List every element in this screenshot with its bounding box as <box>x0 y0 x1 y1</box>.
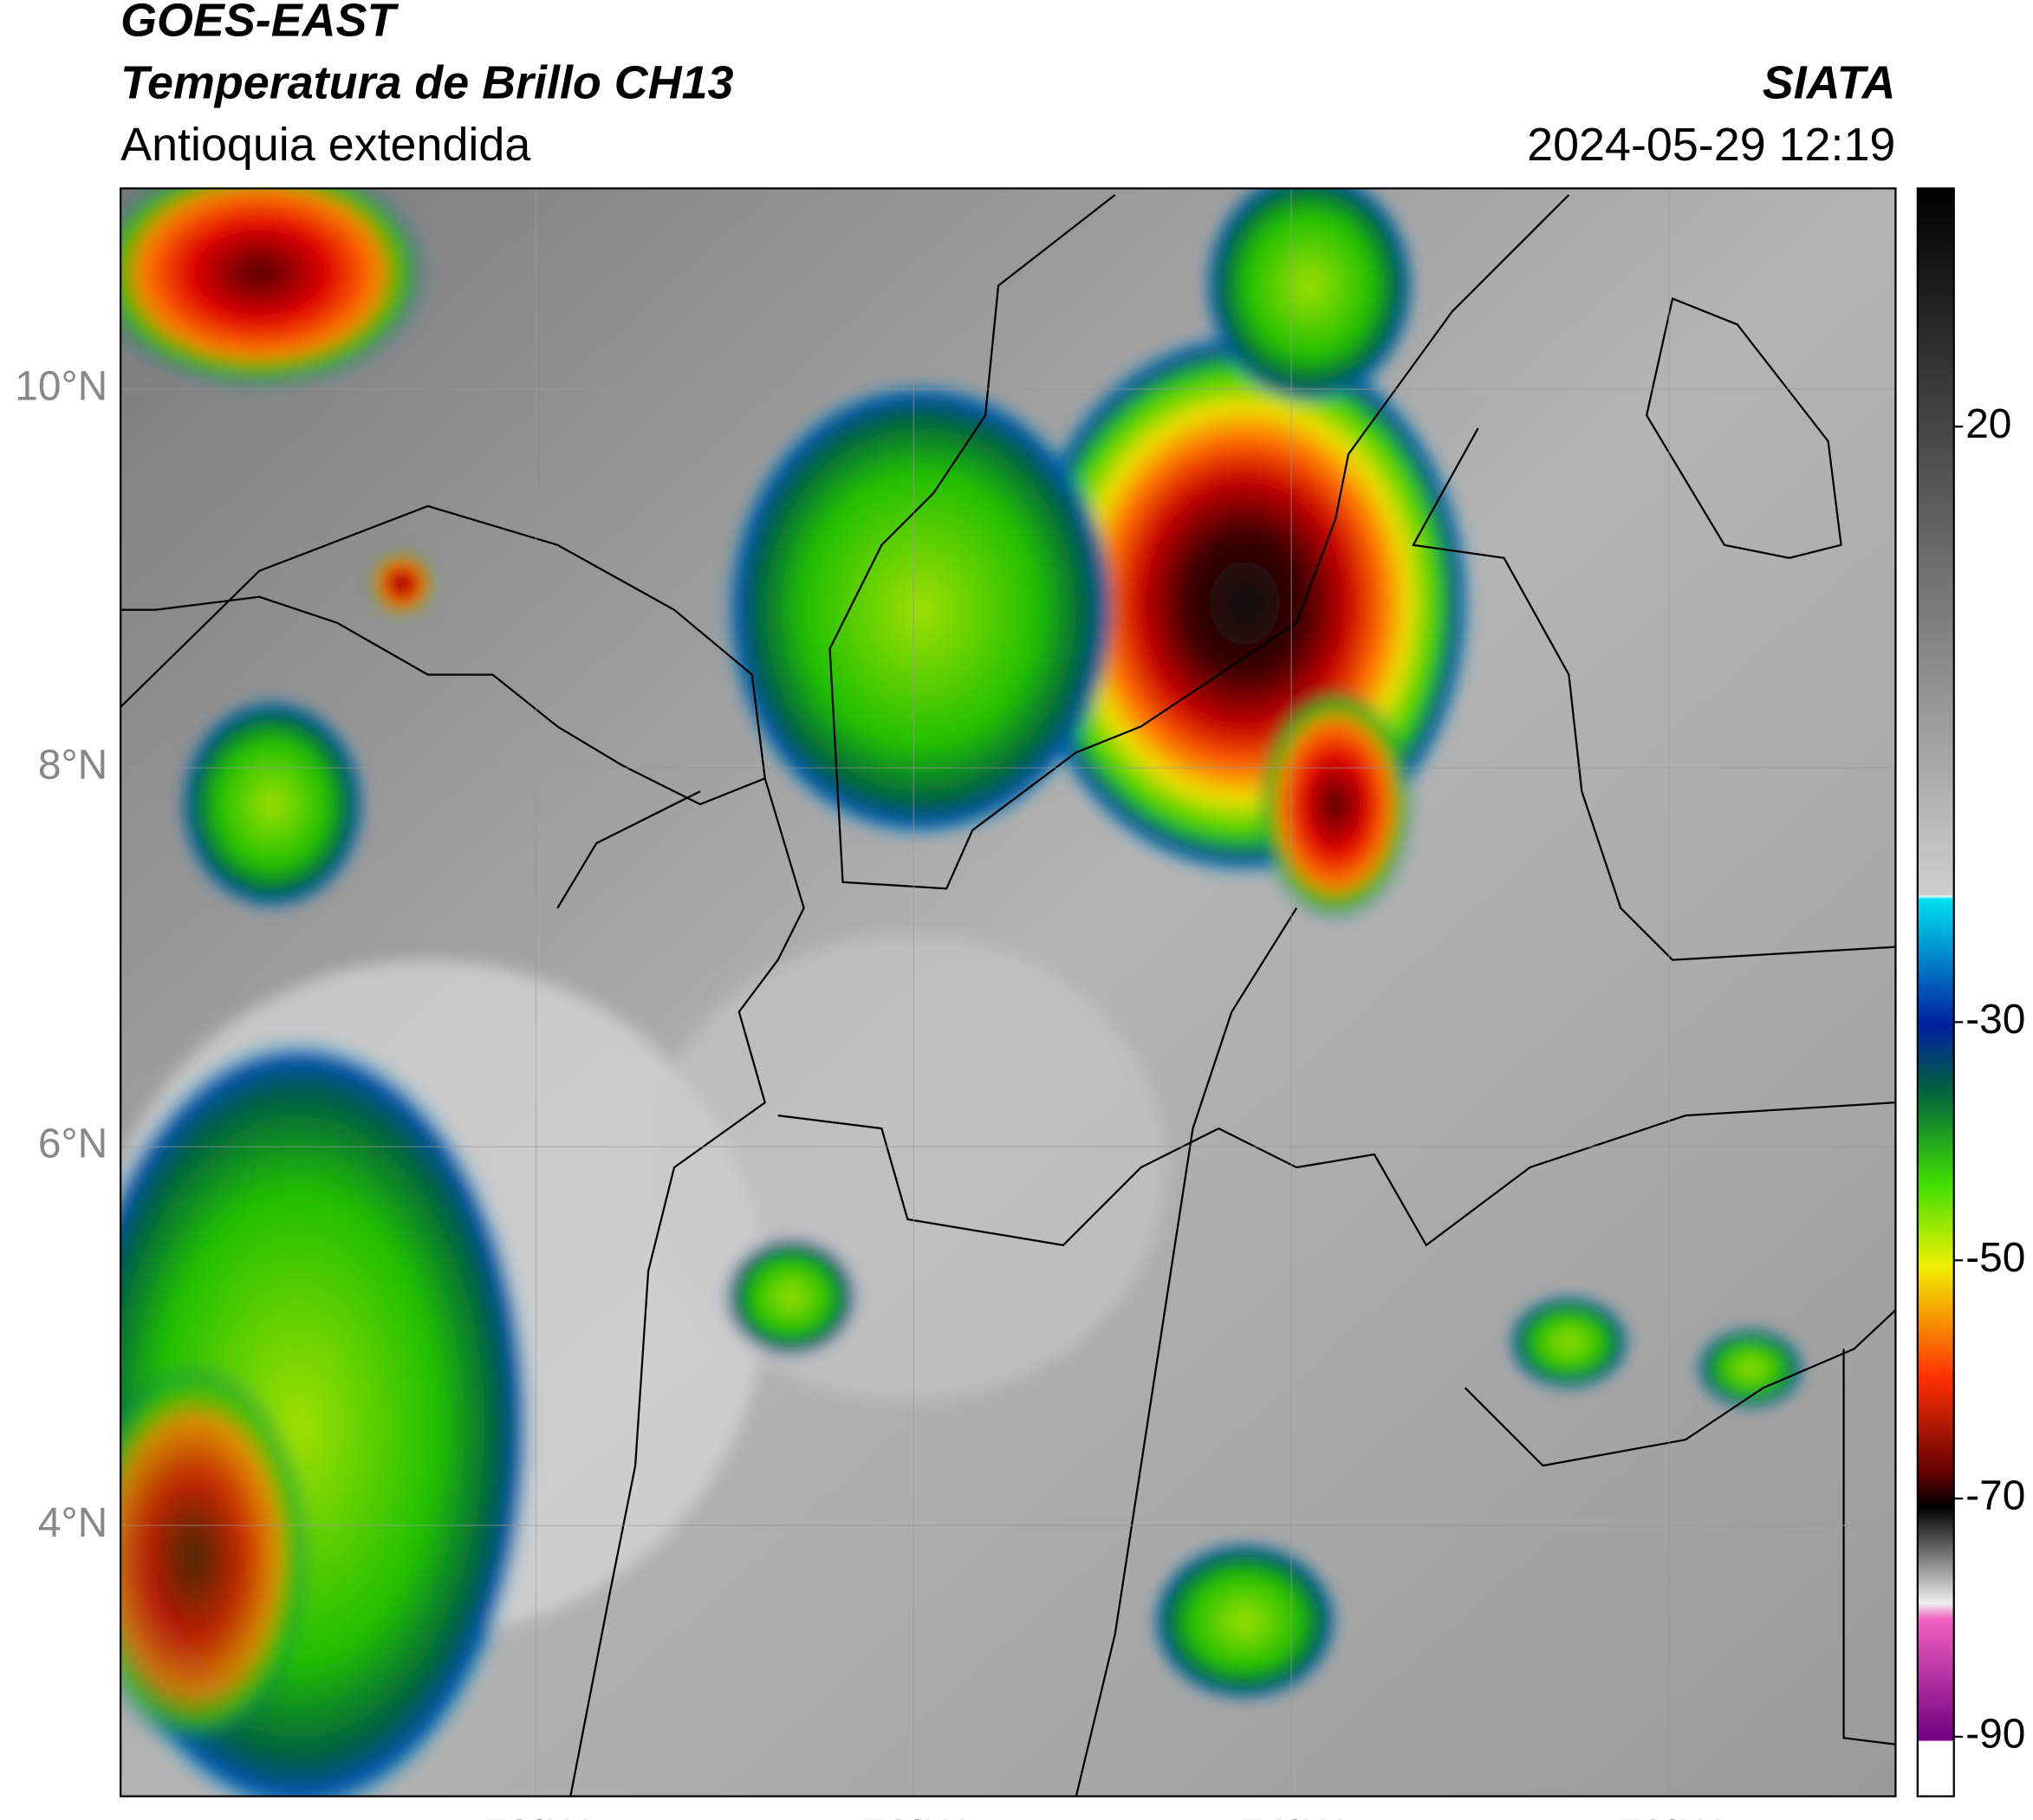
coastline <box>569 777 805 1797</box>
coastline <box>1645 297 1842 559</box>
border <box>1464 1309 1896 1467</box>
datetime: 2024-05-29 12:19 <box>1527 119 1895 171</box>
border <box>828 193 1570 890</box>
cloud <box>648 933 1167 1401</box>
x-tick-label: 74°W <box>1240 1812 1342 1820</box>
storm <box>1257 687 1413 921</box>
source: SIATA <box>1763 56 1896 108</box>
storm <box>120 1362 312 1752</box>
graticule <box>120 188 1896 1797</box>
cloud-cluster <box>1153 1543 1336 1700</box>
subtitle: Temperatura de Brillo CH13 <box>120 56 733 108</box>
border <box>1842 1349 1896 1745</box>
y-tick-label: 6°N <box>38 1121 107 1167</box>
satellite-image <box>120 188 1896 1797</box>
cloud-cluster <box>1698 1329 1802 1407</box>
region: Antioquia extendida <box>120 119 530 171</box>
ticks: 78°W 76°W 74°W 72°W 10°N 8°N 6°N 4°N 20 -30 -50 -70… <box>15 364 2025 1820</box>
colorbar-tick-label: -90 <box>1965 1712 2025 1758</box>
x-tick-label: 78°W <box>485 1812 588 1820</box>
map-frame <box>120 187 1897 1797</box>
x-tick-label: 76°W <box>863 1812 965 1820</box>
colorbar-tick-label: -50 <box>1965 1235 2025 1281</box>
border <box>1412 427 1896 961</box>
colorbar-tick-label: -70 <box>1965 1473 2025 1519</box>
border <box>556 790 701 909</box>
title: GOES-EAST <box>120 0 399 47</box>
y-tick-label: 10°N <box>15 364 107 410</box>
cloud-cluster <box>725 382 1115 837</box>
border <box>777 1102 1896 1247</box>
cloud-cluster <box>181 700 363 908</box>
y-tick-label: 8°N <box>38 743 107 789</box>
storm <box>120 188 428 390</box>
border <box>1075 907 1298 1797</box>
cloud-cluster <box>1510 1297 1627 1388</box>
colorbar-tick-label: 20 <box>1965 401 2011 447</box>
cloud-cluster <box>1205 188 1413 403</box>
colorbar <box>1916 187 1955 1797</box>
coastline <box>120 504 766 806</box>
borders <box>120 193 1896 1797</box>
y-tick-label: 4°N <box>38 1500 107 1546</box>
clouds <box>120 188 1802 1797</box>
cloud-cluster <box>725 1238 856 1355</box>
storm <box>369 551 435 617</box>
colorbar-tick-label: -30 <box>1965 997 2025 1043</box>
x-tick-label: 72°W <box>1618 1812 1720 1820</box>
